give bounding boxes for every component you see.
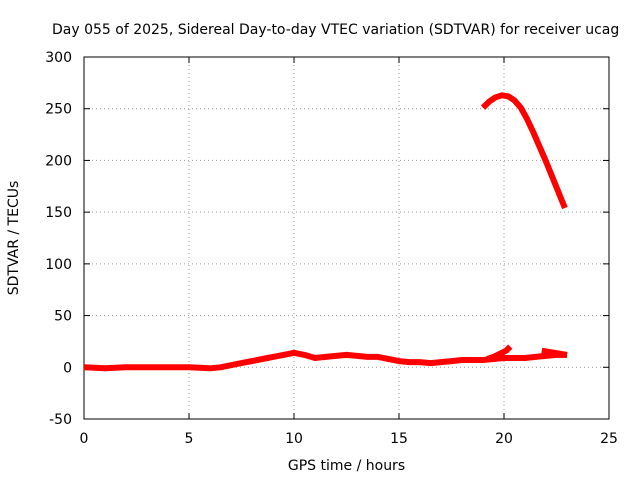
x-tick-label: 20 [495,431,513,447]
grid [84,57,609,419]
series-line-3 [541,347,568,358]
plot-frame [83,56,610,420]
y-tick-label: -50 [49,412,72,428]
y-tick-label: 100 [45,257,72,273]
x-tick-label: 25 [600,431,618,447]
series-line-2 [486,344,513,362]
y-tick-label: 250 [45,102,72,118]
chart-title: Day 055 of 2025, Sidereal Day-to-day VTE… [52,22,619,38]
x-tick-label: 10 [285,431,303,447]
x-tick-label: 15 [390,431,408,447]
axis-ticks: 0 5 10 15 20 25 -50 0 50 100 150 200 250 300 [45,50,618,447]
y-tick-label: 150 [45,205,72,221]
y-tick-label: 300 [45,50,72,66]
y-tick-label: 50 [54,309,72,325]
series-line-1 [83,349,567,372]
data-series [83,92,568,372]
series-line-4 [480,92,568,210]
y-axis-title: SDTVAR / TECUs [6,181,22,296]
y-tick-label: 0 [63,360,72,376]
x-axis-title: GPS time / hours [288,458,405,474]
y-tick-label: 200 [45,153,72,169]
x-tick-label: 0 [80,431,89,447]
x-tick-label: 5 [185,431,194,447]
